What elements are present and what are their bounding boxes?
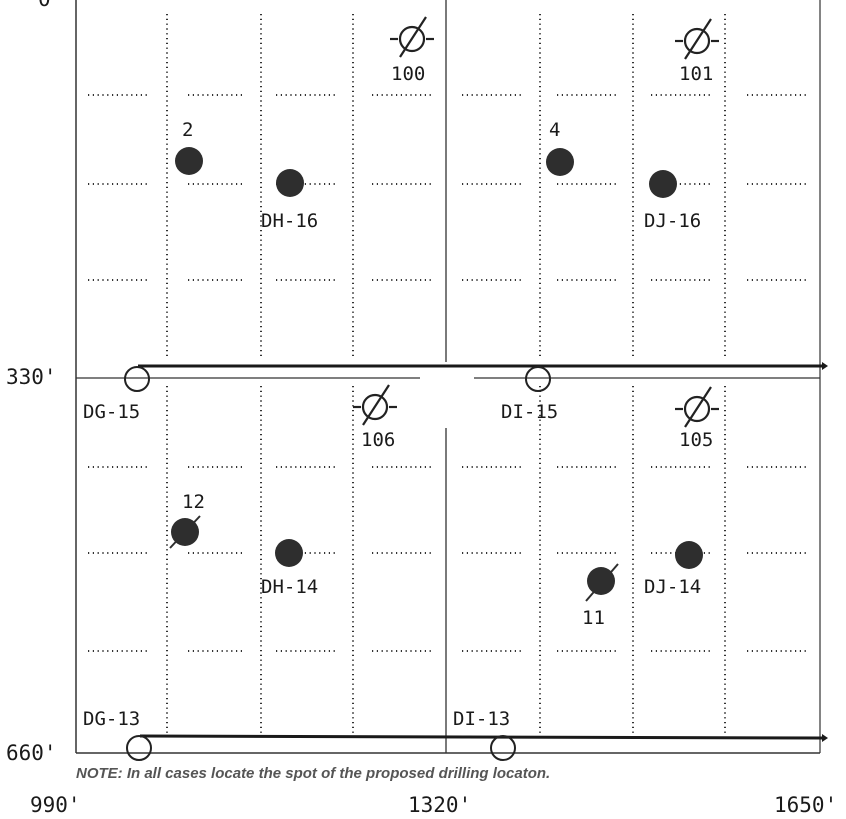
dotted-grid — [88, 14, 808, 736]
well-dot-dj16 — [649, 170, 677, 198]
well-dot-dh16 — [276, 169, 304, 197]
well-slash-12 — [169, 515, 201, 549]
pipeline-lower-arrow — [822, 734, 828, 742]
well-label-100: 100 — [391, 63, 425, 85]
well-label-2: 2 — [182, 119, 193, 141]
grid-marker-di15 — [525, 366, 551, 392]
proposed-well-icon-100 — [390, 16, 434, 58]
y-axis-label-330: 330' — [6, 365, 57, 389]
well-dot-11 — [587, 567, 615, 595]
proposed-well-icon-105 — [675, 386, 719, 428]
well-dot-2 — [175, 147, 203, 175]
grid-label-dg13: DG-13 — [83, 708, 140, 730]
grid-marker-dg15 — [124, 366, 150, 392]
pipeline-upper-arrow — [822, 362, 828, 370]
well-label-101: 101 — [679, 63, 713, 85]
map-note: NOTE: In all cases locate the spot of th… — [76, 765, 550, 782]
proposed-well-icon-106 — [353, 384, 397, 426]
well-slash-11 — [585, 563, 619, 602]
grid-marker-dg13 — [126, 735, 152, 761]
well-label-4: 4 — [549, 119, 560, 141]
well-label-106: 106 — [361, 429, 395, 451]
x-axis-label-990: 990' — [30, 793, 81, 817]
x-axis-label-1320: 1320' — [408, 793, 471, 817]
well-dot-dh14 — [275, 539, 303, 567]
y-axis-label-0: 0 — [38, 0, 51, 11]
proposed-well-icon-101 — [675, 18, 719, 60]
well-label-105: 105 — [679, 429, 713, 451]
grid-label-dh14: DH-14 — [261, 576, 318, 598]
well-dot-4 — [546, 148, 574, 176]
grid-marker-di13 — [490, 735, 516, 761]
grid-label-dj14: DJ-14 — [644, 576, 701, 598]
grid-label-di15: DI-15 — [501, 401, 558, 423]
well-dot-dj14 — [675, 541, 703, 569]
well-label-12: 12 — [182, 491, 205, 513]
grid-label-dj16: DJ-16 — [644, 210, 701, 232]
grid-label-dg15: DG-15 — [83, 401, 140, 423]
y-axis-label-660: 660' — [6, 741, 57, 765]
grid-label-di13: DI-13 — [453, 708, 510, 730]
pipeline-lower — [139, 734, 823, 740]
grid-label-dh16: DH-16 — [261, 210, 318, 232]
well-label-11: 11 — [582, 607, 605, 629]
x-axis-label-1650: 1650' — [774, 793, 837, 817]
